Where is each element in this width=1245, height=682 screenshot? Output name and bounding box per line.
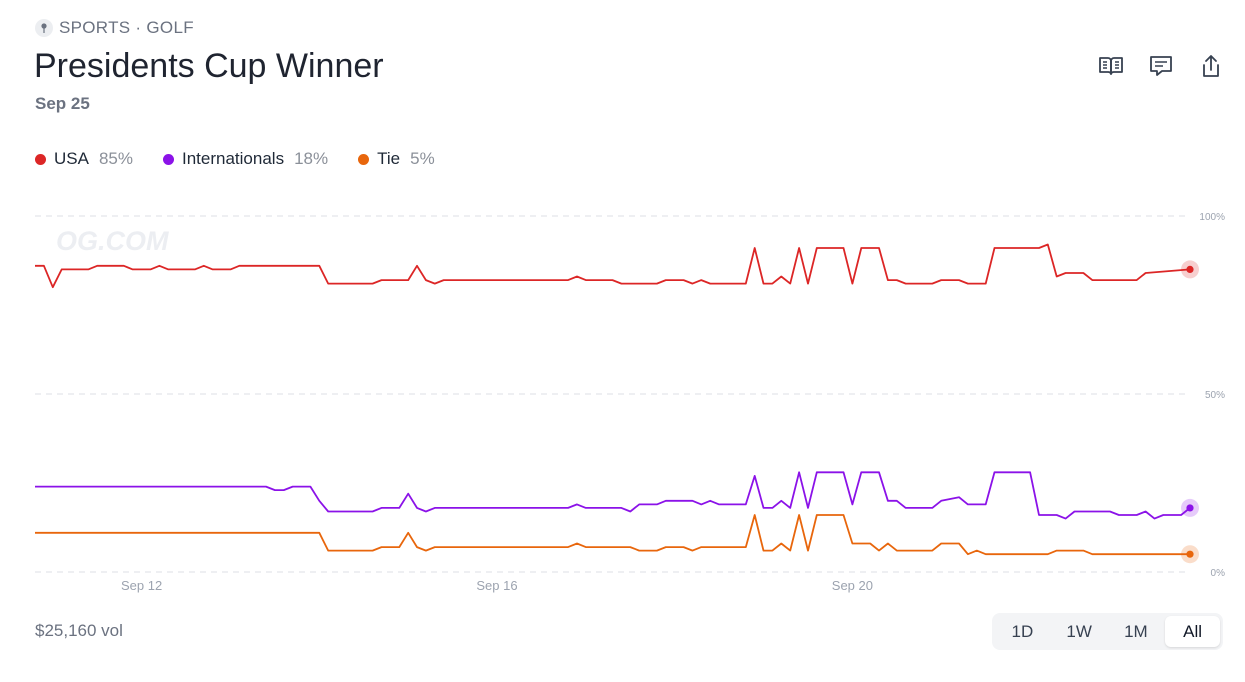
legend-value: 85% xyxy=(98,149,133,168)
series-line-usa xyxy=(35,243,1191,289)
legend-item-usa: USA 85% xyxy=(35,149,133,169)
share-button[interactable] xyxy=(1197,52,1225,80)
series-line-tie xyxy=(35,514,1190,556)
golf-icon xyxy=(35,19,53,37)
breadcrumb: SPORTS · GOLF xyxy=(35,18,194,38)
action-bar xyxy=(1097,52,1225,80)
watermark: OG.COM xyxy=(56,226,169,256)
comment-icon xyxy=(1150,56,1172,76)
series-end-point xyxy=(1186,504,1194,512)
y-tick-label: 100% xyxy=(1199,212,1225,223)
page-title: Presidents Cup Winner xyxy=(34,47,384,85)
event-date: Sep 25 xyxy=(35,94,90,113)
x-tick-label: Sep 20 xyxy=(832,578,873,593)
book-icon xyxy=(1099,57,1123,75)
legend-dot xyxy=(163,153,174,165)
y-tick-label: 50% xyxy=(1205,390,1225,401)
range-1m-button[interactable]: 1M xyxy=(1109,616,1164,647)
legend-name: Tie xyxy=(377,149,401,168)
x-tick-label: Sep 12 xyxy=(121,578,162,593)
series-end-point xyxy=(1186,265,1194,273)
share-icon xyxy=(1203,55,1219,77)
volume-label: $25,160 vol xyxy=(35,621,123,640)
time-range-selector: 1D 1W 1M All xyxy=(992,613,1223,650)
chart-legend: USA 85% Internationals 18% Tie 5% xyxy=(35,149,435,169)
legend-name: Internationals xyxy=(182,149,285,168)
series-end-point xyxy=(1186,550,1194,558)
legend-dot xyxy=(35,153,46,165)
legend-item-internationals: Internationals 18% xyxy=(163,149,328,169)
legend-item-tie: Tie 5% xyxy=(358,149,435,169)
range-all-button[interactable]: All xyxy=(1165,616,1220,647)
series-line-internationals xyxy=(35,471,1191,520)
legend-name: USA xyxy=(54,149,89,168)
rules-button[interactable] xyxy=(1097,52,1125,80)
comments-button[interactable] xyxy=(1147,52,1175,80)
range-1d-button[interactable]: 1D xyxy=(995,616,1050,647)
legend-value: 5% xyxy=(410,149,435,168)
price-chart[interactable]: 100% 50% 0% OG.COM Sep 12 Sep 16 Sep 20 xyxy=(0,200,1245,600)
x-tick-label: Sep 16 xyxy=(476,578,517,593)
category-label[interactable]: SPORTS · GOLF xyxy=(59,18,194,37)
y-tick-label: 0% xyxy=(1211,568,1226,579)
range-1w-button[interactable]: 1W xyxy=(1052,616,1107,647)
legend-value: 18% xyxy=(294,149,329,168)
legend-dot xyxy=(358,153,370,165)
